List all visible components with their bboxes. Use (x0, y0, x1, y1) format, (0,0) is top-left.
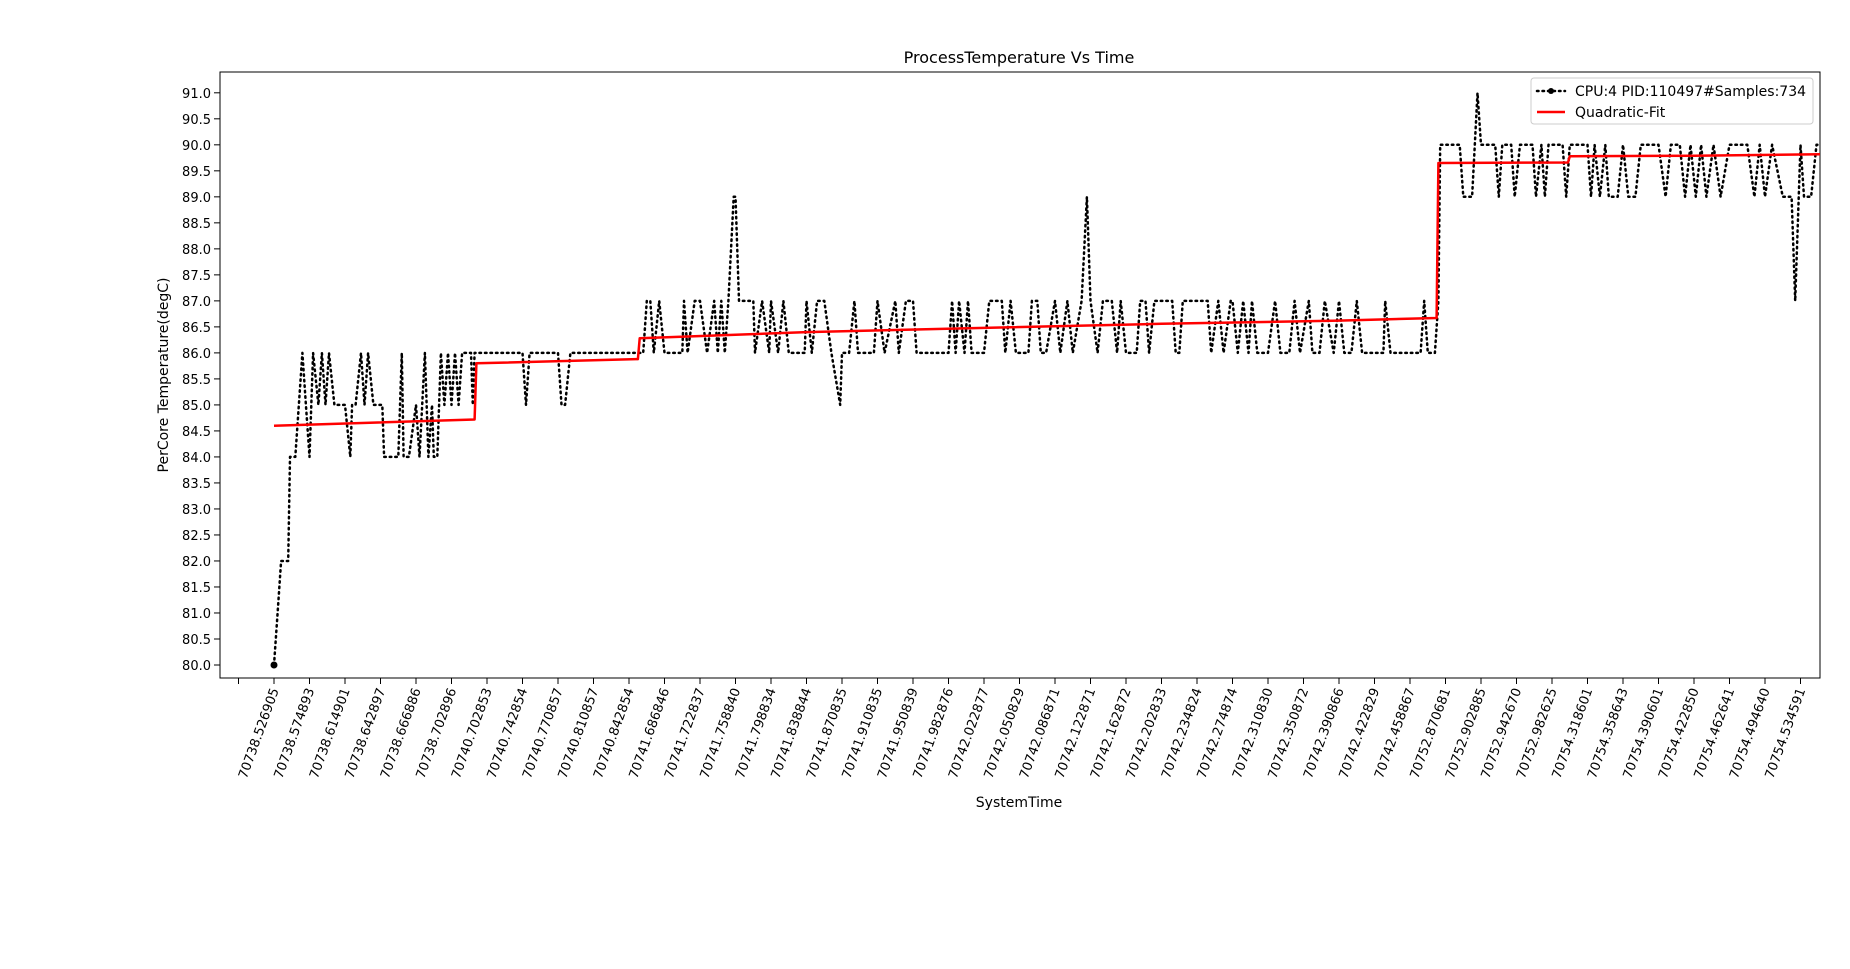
y-tick-label: 87.5 (182, 269, 211, 284)
y-tick-label: 84.0 (182, 451, 211, 466)
y-tick-label: 90.5 (182, 113, 211, 128)
y-tick-label: 86.5 (182, 321, 211, 336)
legend-label-fit: Quadratic-Fit (1575, 105, 1666, 121)
chart-legend: CPU:4 PID:110497#Samples:734 Quadratic-F… (1530, 77, 1814, 125)
y-axis-ticks: 80.0 80.5 81.0 81.5 82.0 82.5 83.0 83.5 84.0 84.5… (182, 87, 220, 674)
series-line-cpu-temperature (272, 91, 1822, 667)
chart-title: ProcessTemperature Vs Time (904, 48, 1135, 67)
y-tick-label: 81.0 (182, 607, 211, 622)
series-line-quadratic-fit (273, 152, 1821, 427)
y-tick-label: 91.0 (182, 87, 211, 102)
y-tick-label: 89.5 (182, 165, 211, 180)
y-tick-label: 88.5 (182, 217, 211, 232)
y-tick-label: 81.5 (182, 581, 211, 596)
y-tick-label: 88.0 (182, 243, 211, 258)
y-tick-label: 87.0 (182, 295, 211, 310)
y-tick-label: 80.0 (182, 659, 211, 674)
y-tick-label: 85.0 (182, 399, 211, 414)
y-tick-label: 82.0 (182, 555, 211, 570)
y-tick-label: 83.5 (182, 477, 211, 492)
series-layer (270, 91, 1822, 669)
legend-label-cpu: CPU:4 PID:110497#Samples:734 (1575, 84, 1806, 100)
series-start-marker (270, 661, 278, 669)
y-tick-label: 85.5 (182, 373, 211, 388)
x-axis-label: SystemTime (976, 795, 1062, 811)
legend-box (1530, 77, 1814, 125)
y-tick-label: 90.0 (182, 139, 211, 154)
y-tick-label: 80.5 (182, 633, 211, 648)
y-axis-label: PerCore Temperature(degC) (156, 278, 172, 473)
y-tick-label: 84.5 (182, 425, 211, 440)
y-tick-label: 83.0 (182, 503, 211, 518)
y-tick-label: 89.0 (182, 191, 211, 206)
y-tick-label: 86.0 (182, 347, 211, 362)
y-tick-label: 82.5 (182, 529, 211, 544)
legend-marker-cpu (1548, 88, 1554, 94)
